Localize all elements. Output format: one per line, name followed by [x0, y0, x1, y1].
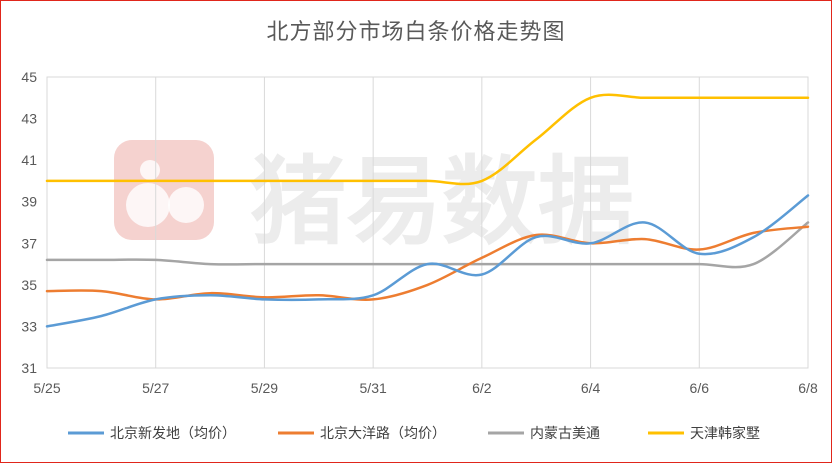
legend-label: 北京大洋路（均价）: [320, 426, 446, 442]
legend-item-3: 天津韩家墅: [648, 425, 760, 442]
series-lines: [45, 93, 810, 328]
series-line-3: [45, 93, 810, 186]
y-tick-label: 31: [21, 360, 37, 376]
y-tick-label: 35: [21, 277, 37, 293]
x-tick-label: 6/4: [581, 380, 601, 396]
y-tick-label: 39: [21, 194, 37, 210]
x-tick-label: 6/6: [690, 380, 710, 396]
legend-label: 北京新发地（均价）: [110, 426, 236, 442]
y-tick-label: 45: [21, 69, 37, 85]
y-axis: 31 33 35 37 39 41 43 45: [21, 69, 37, 376]
pig-logo-icon: [114, 140, 214, 240]
legend: 北京新发地（均价） 北京大洋路（均价） 内蒙古美通 天津韩家墅: [68, 425, 760, 442]
x-tick-label: 5/25: [33, 380, 60, 396]
y-tick-label: 33: [21, 318, 37, 334]
series-line-0: [45, 194, 810, 328]
x-tick-label: 6/2: [472, 380, 492, 396]
y-tick-label: 37: [21, 235, 37, 251]
x-axis: 5/25 5/27 5/29 5/31 6/2 6/4 6/6 6/8: [33, 380, 818, 396]
legend-item-1: 北京大洋路（均价）: [278, 426, 446, 442]
x-tick-label: 5/31: [360, 380, 387, 396]
watermark: 猪易数据: [114, 140, 634, 258]
legend-label: 天津韩家墅: [690, 425, 760, 442]
x-tick-label: 5/27: [142, 380, 169, 396]
legend-item-2: 内蒙古美通: [488, 426, 600, 442]
y-tick-label: 43: [21, 111, 37, 127]
x-tick-label: 6/8: [798, 380, 818, 396]
legend-item-0: 北京新发地（均价）: [68, 426, 236, 442]
x-tick-label: 5/29: [251, 380, 278, 396]
chart-title: 北方部分市场白条价格走势图: [266, 20, 566, 45]
y-tick-label: 41: [21, 152, 37, 168]
legend-label: 内蒙古美通: [530, 426, 600, 442]
